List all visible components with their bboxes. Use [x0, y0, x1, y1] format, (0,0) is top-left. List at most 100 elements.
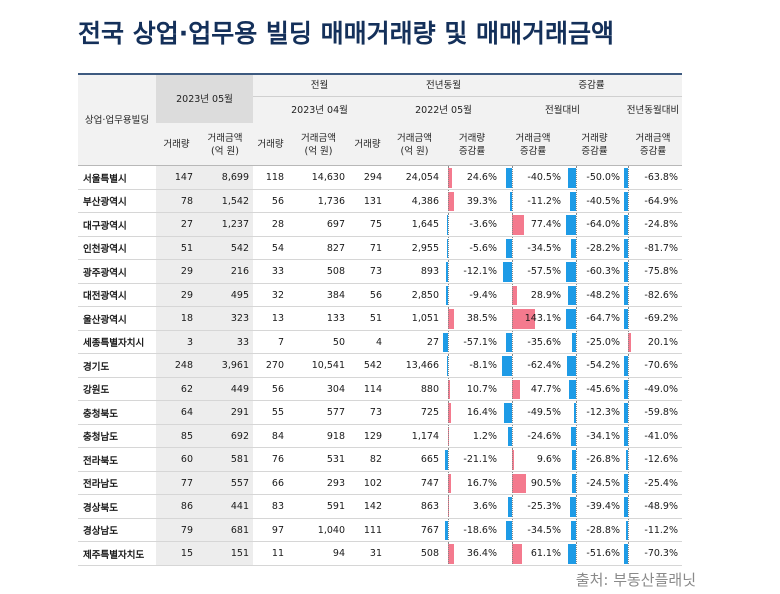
zero-axis-line	[576, 213, 577, 237]
row-divider	[78, 376, 682, 378]
mom-vol-change-cell: 10.7%	[466, 383, 497, 395]
mom-vol-change-cell: -18.6%	[463, 524, 497, 536]
zero-axis-line	[448, 166, 449, 190]
row-region-label: 전라남도	[83, 479, 118, 491]
yoy-vol-change-cell: -39.4%	[586, 501, 620, 513]
mom-vol-change-cell: -21.1%	[463, 454, 497, 466]
py-volume-cell: 73	[369, 266, 382, 278]
pm-amount-cell: 827	[326, 242, 345, 254]
zero-axis-line	[576, 542, 577, 566]
pm-amount-cell: 50	[332, 336, 345, 348]
zero-axis-line	[448, 377, 449, 401]
mom-amt-change-cell: -34.5%	[527, 242, 561, 254]
mom-vol-change-bar	[448, 473, 451, 493]
zero-axis-line	[448, 354, 449, 378]
mom-vol-change-cell: -57.1%	[463, 336, 497, 348]
zero-axis-line	[512, 260, 513, 284]
row-region-label: 경상북도	[83, 502, 118, 514]
cur-volume-cell: 27	[156, 213, 197, 237]
cur-volume-cell: 60	[156, 448, 197, 472]
yoy-vol-change-cell: -28.2%	[586, 242, 620, 254]
mom-amt-change-bar	[512, 215, 525, 235]
cur-amount-cell: 3,961	[197, 354, 253, 378]
yoy-vol-change-bar	[571, 238, 576, 258]
zero-axis-line	[512, 495, 513, 519]
pm-volume-cell: 66	[271, 477, 284, 489]
yoy-amt-change-bar	[628, 332, 632, 352]
cur-amount-header-line1: 거래금액	[207, 132, 243, 144]
cur-amount-cell: 291	[197, 401, 253, 425]
cur-amount-cell: 692	[197, 424, 253, 448]
row-divider	[78, 282, 682, 284]
yoy-amt-change-cell: -11.2%	[644, 524, 678, 536]
yoy-vol-change-cell: -48.2%	[586, 289, 620, 301]
pm-volume-cell: 76	[271, 454, 284, 466]
zero-axis-line	[628, 354, 629, 378]
yoy-vol-change-cell: -50.0%	[586, 172, 620, 184]
py-amount-cell: 863	[420, 501, 439, 513]
yoy-vol-change-bar	[567, 356, 576, 376]
py-amount-cell: 4,386	[411, 195, 439, 207]
yoy-vol-change-bar	[567, 544, 576, 564]
mom-vol-change-bar	[447, 215, 449, 235]
py-amount-cell: 893	[420, 266, 439, 278]
cur-amount-cell: 495	[197, 283, 253, 307]
pm-volume-cell: 270	[265, 360, 284, 372]
row-divider	[78, 470, 682, 472]
mom-amt-change-bar	[505, 168, 512, 188]
yoy-amt-change-bar	[624, 403, 628, 423]
pm-volume-cell: 11	[271, 548, 284, 560]
cur-amount-cell: 557	[197, 471, 253, 495]
source-note: 출처: 부동산플래닛	[575, 571, 696, 589]
row-divider	[78, 306, 682, 307]
mom-amt-change-bar	[512, 473, 527, 493]
zero-axis-line	[628, 189, 629, 213]
yoy-vol-change-cell: -64.7%	[586, 313, 620, 325]
py-volume-cell: 114	[363, 383, 382, 395]
pm-amount-cell: 14,630	[311, 172, 345, 184]
cur-volume-cell: 77	[156, 471, 197, 495]
zero-axis-line	[628, 213, 629, 237]
zero-axis-line	[576, 283, 577, 307]
zero-axis-line	[628, 448, 629, 472]
yoy-vol-change-bar	[569, 191, 576, 211]
yoy-amt-change-cell: -48.9%	[644, 501, 678, 513]
pm-volume-cell: 32	[271, 289, 284, 301]
yoy-vol-change-cell: -12.3%	[586, 407, 620, 419]
yoy-amt-change-cell: -63.8%	[644, 172, 678, 184]
zero-axis-line	[448, 542, 449, 566]
row-divider	[78, 400, 682, 401]
row-divider	[78, 541, 682, 542]
mom-vol-change-bar	[447, 238, 449, 258]
cur-amount-cell: 449	[197, 377, 253, 401]
yoy-vol-change-bar	[568, 379, 576, 399]
cur-amount-header: 거래금액 (억 원)	[197, 123, 253, 166]
zero-axis-line	[448, 236, 449, 260]
py-volume-cell: 73	[369, 407, 382, 419]
mom-amount-change-header: 거래금액 증감률	[501, 123, 565, 166]
mom-amt-change-cell: 9.6%	[536, 454, 561, 466]
mom-vol-change-cell: -5.6%	[469, 242, 497, 254]
zero-axis-line	[448, 213, 449, 237]
mom-amt-change-cell: 61.1%	[530, 548, 561, 560]
pm-volume-cell: 97	[271, 524, 284, 536]
yoy-amt-change-bar	[624, 262, 628, 282]
yoy-amt-change-bar	[625, 450, 628, 470]
py-volume-cell: 82	[369, 454, 382, 466]
cur-volume-cell: 18	[156, 307, 197, 331]
py-amount-cell: 13,466	[405, 360, 439, 372]
pm-amount-header-line2: (억 원)	[304, 145, 333, 157]
yoy-amt-change-cell: -41.0%	[644, 430, 678, 442]
py-amount-cell: 24,054	[405, 172, 439, 184]
yoy-amt-change-cell: -49.0%	[644, 383, 678, 395]
mom-vol-change-cell: 38.5%	[466, 313, 497, 325]
pm-volume-cell: 84	[271, 430, 284, 442]
mom-volume-change-header: 거래량 증감률	[443, 123, 501, 166]
yoy-amt-change-bar	[624, 285, 628, 305]
mom-amt-change-bar	[502, 356, 512, 376]
zero-axis-line	[576, 354, 577, 378]
zero-axis-line	[628, 401, 629, 425]
yoy-amt-change-cell: -81.7%	[644, 242, 678, 254]
mom-vol-change-cell: -8.1%	[469, 360, 497, 372]
cur-amount-cell: 441	[197, 495, 253, 519]
